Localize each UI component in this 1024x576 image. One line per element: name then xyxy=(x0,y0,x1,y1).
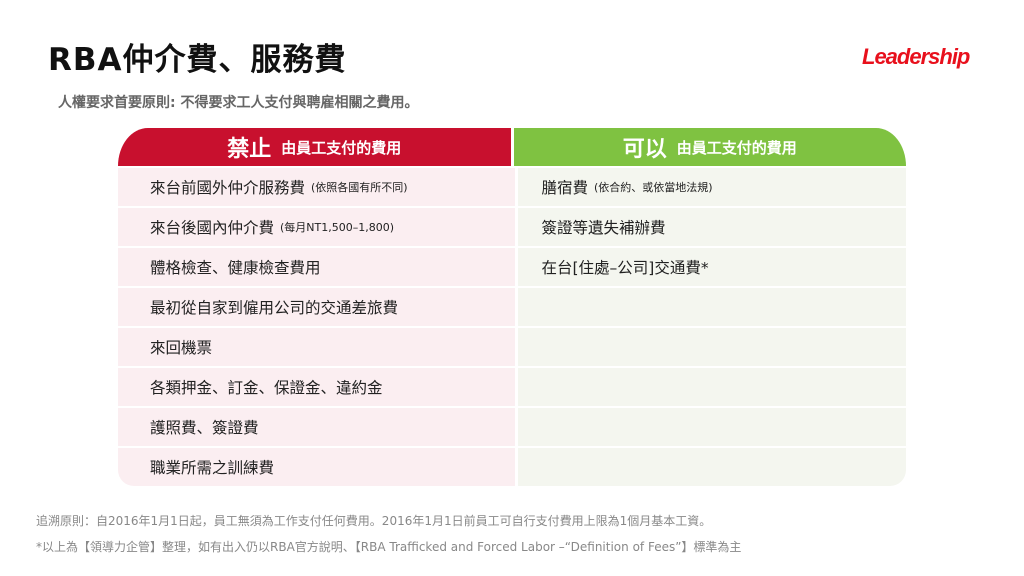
leadership-logo: Leadership xyxy=(862,44,970,69)
allowed-item xyxy=(517,328,906,366)
allowed-item xyxy=(517,288,906,326)
item-text: 來台前國外仲介服務費 xyxy=(150,179,306,197)
table-row: 來台後國內仲介費 (每月NT1,500–1,800) 簽證等遺失補辦費 xyxy=(118,208,906,246)
subtitle: 人權要求首要原則: 不得要求工人支付與聘雇相關之費用。 xyxy=(58,95,419,111)
allowed-item xyxy=(517,408,906,446)
item-note: (依合約、或依當地法規) xyxy=(594,181,713,194)
table-row: 職業所需之訓練費 xyxy=(118,448,906,486)
item-text: 來台後國內仲介費 xyxy=(150,219,275,237)
prohibited-label: 禁止 xyxy=(227,137,272,162)
page-title: RBA仲介費、服務費 xyxy=(48,42,347,78)
prohibited-item: 護照費、簽證費 xyxy=(118,408,515,446)
prohibited-header: 禁止 由員工支付的費用 xyxy=(118,128,511,166)
allowed-item xyxy=(517,448,906,486)
item-text: 簽證等遺失補辦費 xyxy=(541,219,666,237)
table-row: 護照費、簽證費 xyxy=(118,408,906,446)
fees-table: 禁止 由員工支付的費用 可以 由員工支付的費用 來台前國外仲介服務費 (依照各國有… xyxy=(118,128,906,486)
prohibited-sub: 由員工支付的費用 xyxy=(281,138,402,157)
allowed-item: 簽證等遺失補辦費 xyxy=(517,208,906,246)
item-note: (每月NT1,500–1,800) xyxy=(280,221,395,234)
table-row: 各類押金、訂金、保證金、違約金 xyxy=(118,368,906,406)
allowed-item: 膳宿費 (依合約、或依當地法規) xyxy=(517,168,906,206)
table-row: 最初從自家到僱用公司的交通差旅費 xyxy=(118,288,906,326)
prohibited-item: 體格檢查、健康檢查費用 xyxy=(118,248,515,286)
item-text: 職業所需之訓練費 xyxy=(150,459,275,477)
item-text: 體格檢查、健康檢查費用 xyxy=(150,259,321,277)
item-text: 護照費、簽證費 xyxy=(150,419,259,437)
prohibited-item: 來台前國外仲介服務費 (依照各國有所不同) xyxy=(118,168,515,206)
prohibited-item: 各類押金、訂金、保證金、違約金 xyxy=(118,368,515,406)
item-text: 膳宿費 xyxy=(541,179,589,197)
allowed-header: 可以 由員工支付的費用 xyxy=(513,128,906,166)
prohibited-item: 職業所需之訓練費 xyxy=(118,448,515,486)
item-note: (依照各國有所不同) xyxy=(311,181,408,194)
allowed-item xyxy=(517,368,906,406)
allowed-item: 在台[住處–公司]交通費* xyxy=(517,248,906,286)
allowed-label: 可以 xyxy=(622,137,667,162)
prohibited-item: 最初從自家到僱用公司的交通差旅費 xyxy=(118,288,515,326)
item-text: 在台[住處–公司]交通費* xyxy=(541,259,709,277)
table-row: 來回機票 xyxy=(118,328,906,366)
item-text: 最初從自家到僱用公司的交通差旅費 xyxy=(150,299,399,317)
table-header: 禁止 由員工支付的費用 可以 由員工支付的費用 xyxy=(118,128,906,166)
item-text: 各類押金、訂金、保證金、違約金 xyxy=(150,379,383,397)
prohibited-item: 來台後國內仲介費 (每月NT1,500–1,800) xyxy=(118,208,515,246)
item-text: 來回機票 xyxy=(150,339,213,357)
allowed-sub: 由員工支付的費用 xyxy=(676,138,797,157)
prohibited-item: 來回機票 xyxy=(118,328,515,366)
table-row: 來台前國外仲介服務費 (依照各國有所不同) 膳宿費 (依合約、或依當地法規) xyxy=(118,168,906,206)
table-row: 體格檢查、健康檢查費用 在台[住處–公司]交通費* xyxy=(118,248,906,286)
footer-principle: 追溯原則：自2016年1月1日起，員工無須為工作支付任何費用。2016年1月1日… xyxy=(36,514,712,528)
footer-disclaimer: *以上為【領導力企管】整理，如有出入仍以RBA官方說明、【RBA Traffic… xyxy=(36,540,742,554)
